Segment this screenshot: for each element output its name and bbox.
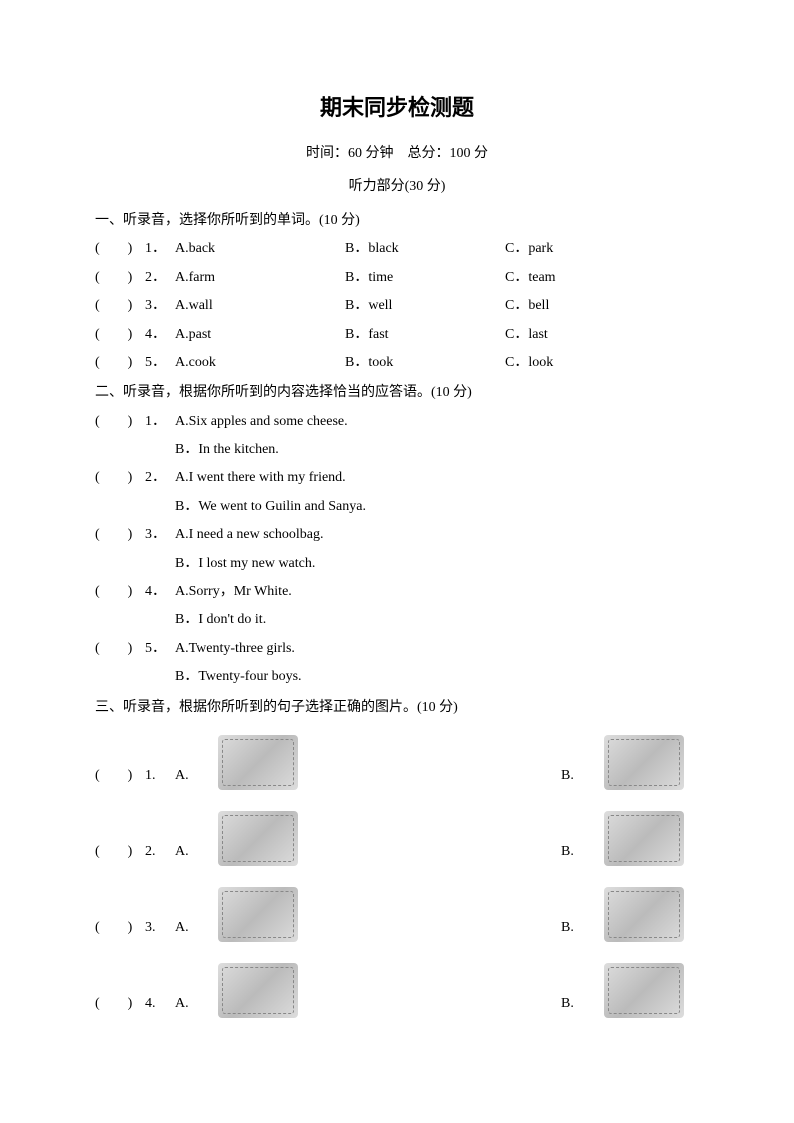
image-icon bbox=[604, 811, 684, 866]
q-num: 2. bbox=[145, 841, 175, 869]
s2-row: ( ) 5． A.Twenty-three girls. bbox=[95, 638, 699, 660]
q-num: 1． bbox=[145, 238, 175, 260]
s2-row: ( ) 1． A.Six apples and some cheese. bbox=[95, 411, 699, 433]
opt-b: B．We went to Guilin and Sanya. bbox=[95, 496, 699, 518]
paren: ( ) bbox=[95, 267, 145, 289]
image-icon bbox=[218, 735, 298, 790]
opt-a-label: A. bbox=[175, 765, 203, 793]
q-num: 5． bbox=[145, 638, 175, 660]
opt-c: C．look bbox=[505, 352, 605, 374]
q-num: 4. bbox=[145, 993, 175, 1021]
paren: ( ) bbox=[95, 411, 145, 433]
opt-b-label: B. bbox=[561, 841, 589, 869]
picture-a bbox=[203, 807, 313, 869]
paren: ( ) bbox=[95, 467, 145, 489]
section1-heading: 一、听录音，选择你所听到的单词。(10 分) bbox=[95, 210, 699, 232]
q-num: 2． bbox=[145, 267, 175, 289]
opt-a: A.wall bbox=[175, 295, 345, 317]
s3-row: ( ) 2. A. B. bbox=[95, 801, 699, 869]
image-icon bbox=[604, 963, 684, 1018]
q-num: 1． bbox=[145, 411, 175, 433]
opt-c: C．bell bbox=[505, 295, 605, 317]
opt-b: B．well bbox=[345, 295, 505, 317]
paren: ( ) bbox=[95, 841, 145, 869]
opt-c: C．team bbox=[505, 267, 605, 289]
image-icon bbox=[604, 887, 684, 942]
paren: ( ) bbox=[95, 295, 145, 317]
image-icon bbox=[218, 887, 298, 942]
opt-a: A.past bbox=[175, 324, 345, 346]
opt-c: C．last bbox=[505, 324, 605, 346]
image-icon bbox=[218, 963, 298, 1018]
paren: ( ) bbox=[95, 352, 145, 374]
opt-a: A.I went there with my friend. bbox=[175, 467, 699, 489]
opt-a-label: A. bbox=[175, 917, 203, 945]
s2-row: ( ) 3． A.I need a new schoolbag. bbox=[95, 524, 699, 546]
picture-b bbox=[589, 883, 699, 945]
opt-a: A.Twenty-three girls. bbox=[175, 638, 699, 660]
opt-a-label: A. bbox=[175, 993, 203, 1021]
picture-a bbox=[203, 731, 313, 793]
paren: ( ) bbox=[95, 324, 145, 346]
listening-label: 听力部分(30 分) bbox=[95, 176, 699, 198]
opt-a: A.I need a new schoolbag. bbox=[175, 524, 699, 546]
opt-b: B．In the kitchen. bbox=[95, 439, 699, 461]
paren: ( ) bbox=[95, 765, 145, 793]
s1-row: ( ) 4． A.past B．fast C．last bbox=[95, 324, 699, 346]
q-num: 3． bbox=[145, 295, 175, 317]
opt-b-label: B. bbox=[561, 993, 589, 1021]
opt-c: C．park bbox=[505, 238, 605, 260]
s1-row: ( ) 3． A.wall B．well C．bell bbox=[95, 295, 699, 317]
s1-row: ( ) 5． A.cook B．took C．look bbox=[95, 352, 699, 374]
q-num: 4． bbox=[145, 324, 175, 346]
q-num: 1. bbox=[145, 765, 175, 793]
section2-heading: 二、听录音，根据你所听到的内容选择恰当的应答语。(10 分) bbox=[95, 382, 699, 404]
opt-a: A.Six apples and some cheese. bbox=[175, 411, 699, 433]
image-icon bbox=[604, 735, 684, 790]
time-score: 时间：60 分钟 总分：100 分 bbox=[95, 143, 699, 165]
opt-b: B．fast bbox=[345, 324, 505, 346]
q-num: 2． bbox=[145, 467, 175, 489]
opt-a: A.farm bbox=[175, 267, 345, 289]
opt-b-label: B. bbox=[561, 917, 589, 945]
opt-b: B．Twenty-four boys. bbox=[95, 666, 699, 688]
s1-row: ( ) 1． A.back B．black C．park bbox=[95, 238, 699, 260]
picture-a bbox=[203, 883, 313, 945]
s3-row: ( ) 1. A. B. bbox=[95, 725, 699, 793]
q-num: 3. bbox=[145, 917, 175, 945]
picture-b bbox=[589, 807, 699, 869]
q-num: 5． bbox=[145, 352, 175, 374]
opt-b: B．time bbox=[345, 267, 505, 289]
picture-b bbox=[589, 959, 699, 1021]
opt-a: A.cook bbox=[175, 352, 345, 374]
opt-b: B．black bbox=[345, 238, 505, 260]
s3-row: ( ) 4. A. B. bbox=[95, 953, 699, 1021]
section3-heading: 三、听录音，根据你所听到的句子选择正确的图片。(10 分) bbox=[95, 697, 699, 719]
paren: ( ) bbox=[95, 638, 145, 660]
opt-b-label: B. bbox=[561, 765, 589, 793]
paren: ( ) bbox=[95, 581, 145, 603]
picture-b bbox=[589, 731, 699, 793]
paren: ( ) bbox=[95, 917, 145, 945]
page-title: 期末同步检测题 bbox=[95, 90, 699, 125]
picture-a bbox=[203, 959, 313, 1021]
q-num: 4． bbox=[145, 581, 175, 603]
s1-row: ( ) 2． A.farm B．time C．team bbox=[95, 267, 699, 289]
opt-a-label: A. bbox=[175, 841, 203, 869]
image-icon bbox=[218, 811, 298, 866]
s2-row: ( ) 2． A.I went there with my friend. bbox=[95, 467, 699, 489]
opt-b: B．I don't do it. bbox=[95, 609, 699, 631]
q-num: 3． bbox=[145, 524, 175, 546]
opt-b: B．took bbox=[345, 352, 505, 374]
s2-row: ( ) 4． A.Sorry，Mr White. bbox=[95, 581, 699, 603]
opt-b: B．I lost my new watch. bbox=[95, 553, 699, 575]
s3-row: ( ) 3. A. B. bbox=[95, 877, 699, 945]
opt-a: A.Sorry，Mr White. bbox=[175, 581, 699, 603]
opt-a: A.back bbox=[175, 238, 345, 260]
paren: ( ) bbox=[95, 238, 145, 260]
paren: ( ) bbox=[95, 524, 145, 546]
paren: ( ) bbox=[95, 993, 145, 1021]
